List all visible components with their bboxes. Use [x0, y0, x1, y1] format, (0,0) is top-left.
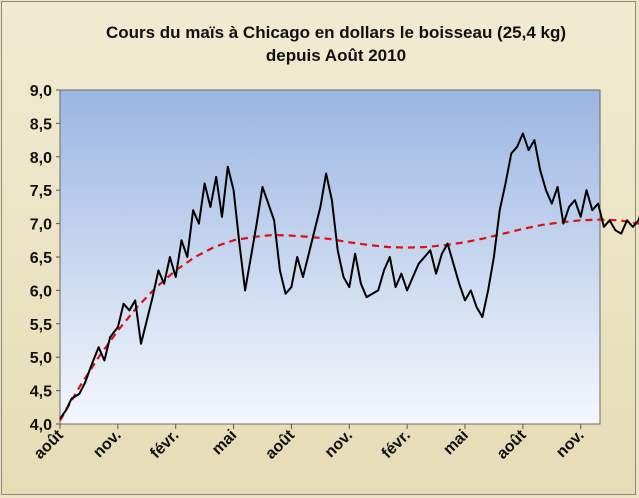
y-tick-label: 5,5: [30, 317, 52, 334]
x-tick-label: févr.: [147, 427, 182, 462]
y-tick-label: 4,0: [30, 417, 52, 434]
price-line: [59, 132, 639, 420]
y-tick-label: 8,0: [30, 150, 52, 167]
x-tick-label: mai: [440, 427, 472, 459]
x-tick-label: août: [494, 426, 530, 462]
x-tick-label: nov.: [322, 427, 356, 461]
chart-title: Cours du maïs à Chicago en dollars le bo…: [106, 23, 566, 42]
y-tick-label: 5,0: [30, 350, 52, 367]
y-tick-label: 6,0: [30, 283, 52, 300]
x-tick-label: févr.: [379, 427, 414, 462]
chart-subtitle: depuis Août 2010: [266, 46, 406, 65]
y-tick-label: 7,5: [30, 183, 52, 200]
plot-area: [59, 89, 601, 425]
y-tick-label: 4,5: [30, 384, 52, 401]
x-tick-label: août: [262, 426, 298, 462]
x-tick-label: nov.: [553, 427, 587, 461]
series-layer: [59, 132, 639, 422]
x-tick-label: nov.: [90, 427, 124, 461]
y-tick-label: 7,0: [30, 217, 52, 234]
y-axis: 4,0 4,5 5,0 5,5 6,0 6,5 7,0 7,5 8,0 8,5 9,0: [30, 83, 60, 434]
y-tick-label: 6,5: [30, 250, 52, 267]
y-tick-label: 8,5: [30, 116, 52, 133]
x-tick-label: mai: [209, 427, 241, 459]
x-axis: août nov. févr. mai août nov. févr. mai août nov.: [31, 424, 588, 463]
trend-line: [59, 218, 639, 422]
y-tick-label: 9,0: [30, 83, 52, 100]
